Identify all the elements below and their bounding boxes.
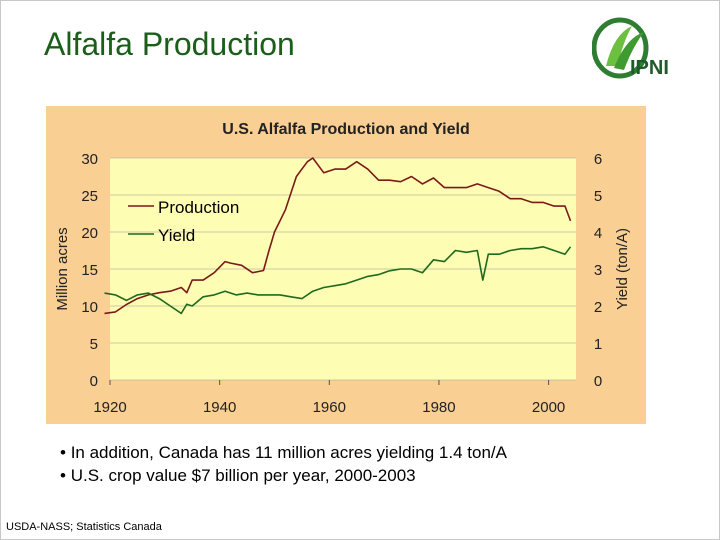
right-tick-label: 3 [594, 262, 602, 279]
bullet-item: • U.S. crop value $7 billion per year, 2… [60, 464, 507, 487]
left-tick-label: 20 [81, 225, 98, 242]
right-tick-label: 5 [594, 188, 602, 205]
bullet-item: • In addition, Canada has 11 million acr… [60, 441, 507, 464]
left-tick-label: 30 [81, 151, 98, 168]
chart-title: U.S. Alfalfa Production and Yield [222, 121, 469, 138]
logo-text: IPNI [630, 57, 669, 79]
legend-yield-label: Yield [158, 226, 195, 245]
right-tick-label: 4 [594, 225, 602, 242]
bullet-list: • In addition, Canada has 11 million acr… [60, 441, 507, 487]
left-tick-label: 25 [81, 188, 98, 205]
right-tick-label: 2 [594, 299, 602, 316]
x-tick-label: 1920 [93, 399, 126, 416]
x-tick-label: 1980 [422, 399, 455, 416]
slide-title: Alfalfa Production [44, 26, 295, 62]
series-line-yield [104, 246, 572, 315]
right-tick-label: 1 [594, 336, 602, 353]
left-tick-label: 15 [81, 262, 98, 279]
ipni-logo: IPNI [592, 17, 669, 79]
bullet-glyph: • [60, 443, 66, 462]
x-tick-label: 1960 [313, 399, 346, 416]
x-tick-label: 1940 [203, 399, 236, 416]
logo-swoosh-icon [592, 17, 649, 79]
legend-production-label: Production [158, 198, 239, 217]
left-axis-label: Million acres [54, 227, 71, 310]
legend: Production Yield [128, 198, 239, 245]
left-tick-label: 5 [90, 336, 98, 353]
right-tick-label: 6 [594, 151, 602, 168]
logo-leaf-icon [606, 26, 632, 66]
right-tick-label: 0 [594, 373, 602, 390]
bullet-text-canada: In addition, Canada has 11 million acres… [70, 443, 507, 462]
source-note: USDA-NASS; Statistics Canada [6, 521, 162, 533]
chart-panel: 0 5 10 15 20 25 30 0 1 2 3 4 5 6 1920 1940 1960 1980 2000 … [46, 106, 646, 424]
right-axis-label: Yield (ton/A) [614, 228, 631, 310]
left-tick-label: 0 [90, 373, 98, 390]
left-tick-label: 10 [81, 299, 98, 316]
x-tick-label: 2000 [532, 399, 565, 416]
bullet-glyph: • [60, 466, 66, 485]
series-line-production [104, 157, 572, 315]
bullet-text-value: U.S. crop value $7 billion per year, 200… [70, 466, 416, 485]
